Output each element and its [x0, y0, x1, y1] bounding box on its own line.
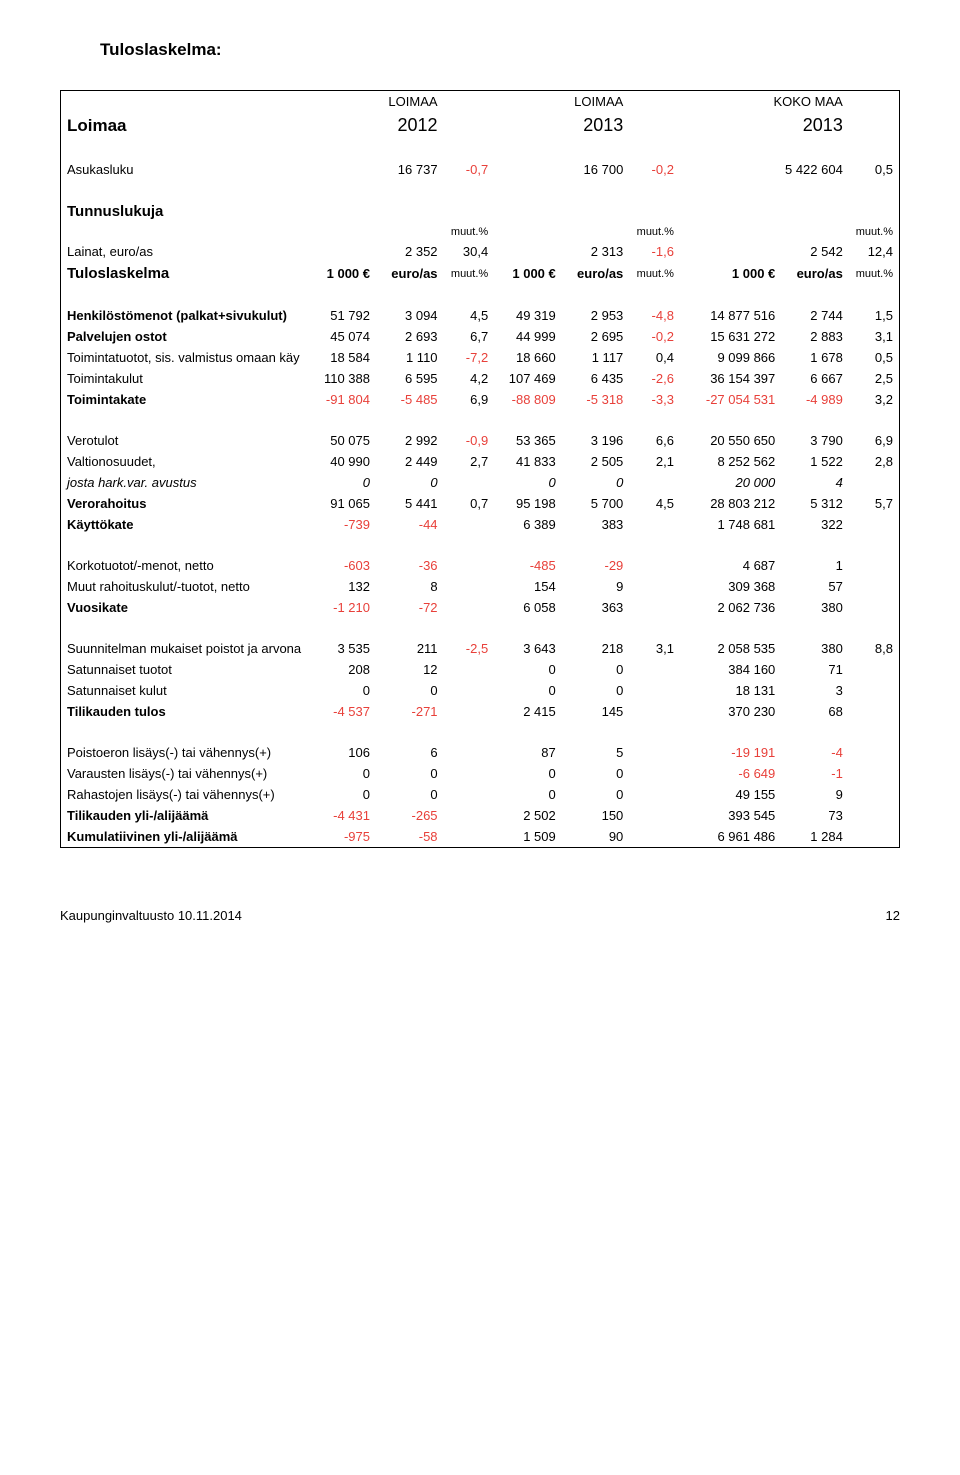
- row-korkotuotot: Korkotuotot/-menot, netto -603-36 -485-2…: [61, 555, 900, 576]
- col-header-row: LOIMAA LOIMAA KOKO MAA: [61, 91, 900, 113]
- row-muutrahoitus: Muut rahoituskulut/-tuotot, netto 1328 1…: [61, 576, 900, 597]
- row-josta: josta hark.var. avustus 00 00 20 0004: [61, 472, 900, 493]
- row-varausten: Varausten lisäys(-) tai vähennys(+) 00 0…: [61, 763, 900, 784]
- row-kayttokate: Käyttökate -739-44 6 389383 1 748 681322: [61, 514, 900, 535]
- page-number: 12: [886, 908, 900, 923]
- row-lainat: Lainat, euro/as 2 35230,4 2 313-1,6 2 54…: [61, 241, 900, 262]
- year-row: Loimaa 2012 2013 2013: [61, 112, 900, 139]
- row-asukasluku: Asukasluku 16 737-0,7 16 700-0,2 5 422 6…: [61, 159, 900, 180]
- row-verorahoitus: Verorahoitus 91 0655 4410,7 95 1985 7004…: [61, 493, 900, 514]
- row-rahastojen: Rahastojen lisäys(-) tai vähennys(+) 00 …: [61, 784, 900, 805]
- row-tilikaudenyli: Tilikauden yli-/alijäämä -4 431-265 2 50…: [61, 805, 900, 826]
- row-satkulut: Satunnaiset kulut 00 00 18 1313: [61, 680, 900, 701]
- loimaa-label: Loimaa: [61, 112, 309, 139]
- row-tuloslaskelma-header: Tuloslaskelma 1 000 €euro/asmuut.% 1 000…: [61, 262, 900, 285]
- col-loimaa-1: LOIMAA: [308, 91, 443, 113]
- row-muut-1: muut.% muut.% muut.%: [61, 223, 900, 241]
- row-toimintatuotot: Toimintatuotot, sis. valmistus omaan käy…: [61, 347, 900, 368]
- row-suunnitelman: Suunnitelman mukaiset poistot ja arvona …: [61, 638, 900, 659]
- row-henkilosto: Henkilöstömenot (palkat+sivukulut) 51 79…: [61, 305, 900, 326]
- col-loimaa-2: LOIMAA: [494, 91, 629, 113]
- row-sattuotot: Satunnaiset tuotot 20812 00 384 16071: [61, 659, 900, 680]
- row-vuosikate: Vuosikate -1 210-72 6 058363 2 062 73638…: [61, 597, 900, 618]
- row-tilikaudentulos: Tilikauden tulos -4 537-271 2 415145 370…: [61, 701, 900, 722]
- row-verotulot: Verotulot 50 0752 992-0,9 53 3653 1966,6…: [61, 430, 900, 451]
- row-valtionosuudet: Valtionosuudet, 40 9902 4492,7 41 8332 5…: [61, 451, 900, 472]
- row-toimintakulut: Toimintakulut 110 3886 5954,2 107 4696 4…: [61, 368, 900, 389]
- tunnuslukuja-header: Tunnuslukuja: [61, 200, 309, 223]
- footer-left: Kaupunginvaltuusto 10.11.2014: [60, 908, 242, 923]
- income-statement-table: LOIMAA LOIMAA KOKO MAA Loimaa 2012 2013 …: [60, 90, 900, 848]
- row-palvelujen: Palvelujen ostot 45 0742 6936,7 44 9992 …: [61, 326, 900, 347]
- page-title: Tuloslaskelma:: [100, 40, 900, 60]
- row-kumulatiivinen: Kumulatiivinen yli-/alijäämä -975-58 1 5…: [61, 826, 900, 848]
- row-poistoeron: Poistoeron lisäys(-) tai vähennys(+) 106…: [61, 742, 900, 763]
- col-kokomaa: KOKO MAA: [680, 91, 849, 113]
- row-toimintakate: Toimintakate -91 804-5 4856,9 -88 809-5 …: [61, 389, 900, 410]
